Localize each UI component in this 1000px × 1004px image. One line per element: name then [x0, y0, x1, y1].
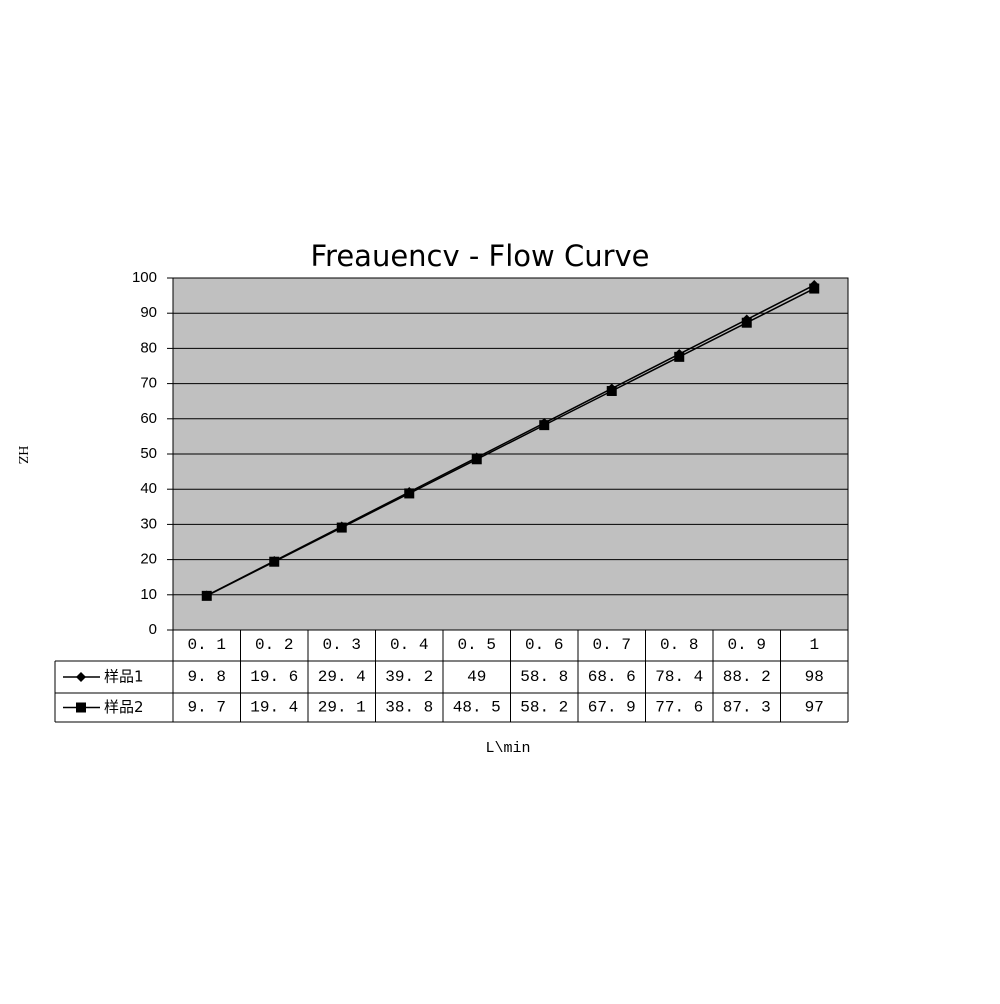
data-label: 67. 9 [588, 699, 636, 717]
y-tick-label: 0 [149, 621, 157, 638]
x-axis-label: L\min [485, 740, 530, 757]
marker [471, 454, 482, 465]
y-tick-label: 100 [132, 269, 157, 286]
data-label: 48. 5 [453, 699, 501, 717]
legend-label: 样品2 [104, 698, 144, 716]
marker [336, 522, 347, 533]
x-tick-label: 0. 4 [390, 636, 428, 654]
y-tick-label: 60 [140, 410, 157, 427]
data-label: 87. 3 [723, 699, 771, 717]
data-label: 77. 6 [655, 699, 703, 717]
marker [201, 590, 212, 601]
data-label: 39. 2 [385, 668, 433, 686]
marker [809, 283, 820, 294]
y-axis-label: HZ [15, 446, 30, 465]
marker [76, 702, 86, 713]
x-tick-label: 0. 7 [593, 636, 631, 654]
chart-title: Freauencv - Flow Curve [310, 239, 649, 273]
data-label: 38. 8 [385, 699, 433, 717]
data-label: 98 [805, 668, 824, 686]
data-label: 68. 6 [588, 668, 636, 686]
y-tick-label: 30 [140, 515, 157, 532]
marker [269, 556, 280, 567]
x-tick-label: 1 [809, 636, 819, 654]
data-label: 88. 2 [723, 668, 771, 686]
marker [674, 351, 685, 362]
data-label: 58. 2 [520, 699, 568, 717]
data-label: 49 [467, 668, 486, 686]
data-label: 9. 8 [188, 668, 226, 686]
data-label: 19. 4 [250, 699, 298, 717]
x-tick-label: 0. 8 [660, 636, 698, 654]
data-label: 9. 7 [188, 699, 226, 717]
y-tick-label: 50 [140, 445, 157, 462]
data-label: 29. 1 [318, 699, 366, 717]
x-tick-label: 0. 5 [458, 636, 496, 654]
marker [404, 488, 415, 499]
legend-label: 样品1 [104, 668, 144, 686]
y-tick-label: 10 [140, 586, 157, 603]
y-tick-label: 80 [140, 339, 157, 356]
y-tick-label: 70 [140, 375, 157, 392]
x-tick-label: 0. 2 [255, 636, 293, 654]
data-label: 29. 4 [318, 668, 366, 686]
series-line [206, 284, 815, 597]
data-label: 97 [805, 699, 824, 717]
x-tick-label: 0. 6 [525, 636, 563, 654]
data-label: 58. 8 [520, 668, 568, 686]
marker [741, 317, 752, 328]
y-tick-label: 90 [140, 304, 157, 321]
y-tick-label: 40 [140, 480, 157, 497]
series-line [206, 287, 815, 597]
marker [539, 420, 550, 431]
marker [606, 385, 617, 396]
marker [76, 672, 86, 682]
data-label: 78. 4 [655, 668, 703, 686]
y-tick-label: 20 [140, 551, 157, 568]
data-label: 19. 6 [250, 668, 298, 686]
x-tick-label: 0. 1 [188, 636, 226, 654]
x-tick-label: 0. 3 [323, 636, 361, 654]
x-tick-label: 0. 9 [728, 636, 766, 654]
